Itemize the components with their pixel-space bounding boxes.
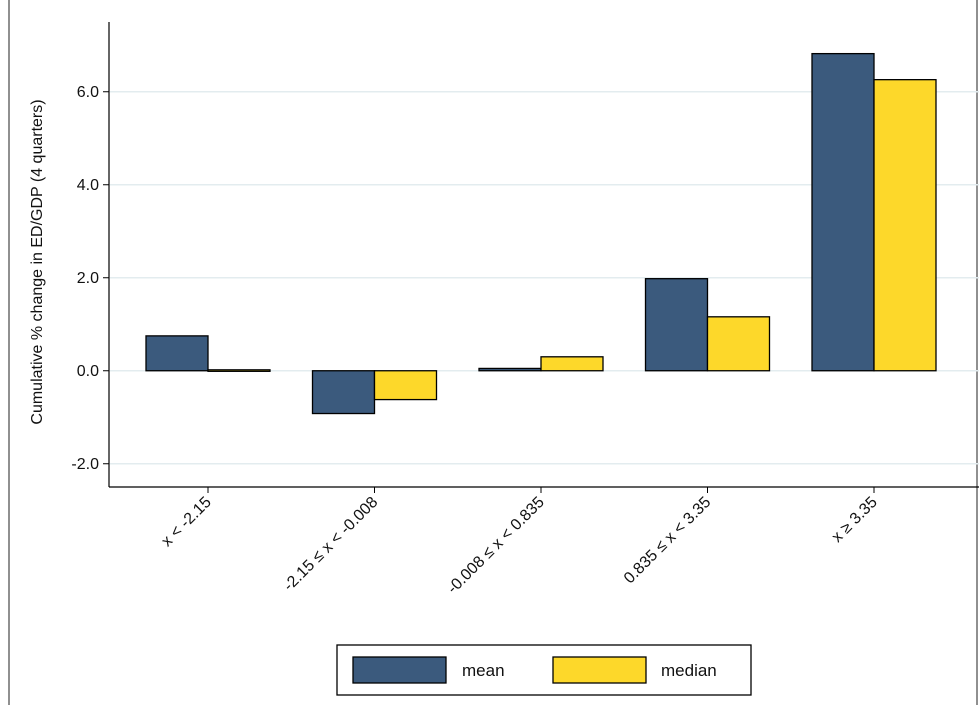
y-tick-label: 4.0 <box>77 177 99 194</box>
y-axis-label: Cumulative % change in ED/GDP (4 quarter… <box>29 99 46 424</box>
legend-label-median: median <box>661 661 717 680</box>
x-tick-label: x < -2.15 <box>158 494 214 550</box>
x-ticks: x < -2.15 -2.15 ≤ x < -0.008 -0.008 ≤ x < … <box>158 487 881 598</box>
bar-mean <box>644 278 709 372</box>
x-tick-label: 0.835 ≤ x < 3.35 <box>621 494 714 587</box>
x-tick-label: x ≥ 3.35 <box>829 494 881 546</box>
bar-mean <box>145 335 209 372</box>
bar-median <box>873 79 937 372</box>
y-tick-label: 2.0 <box>77 270 99 287</box>
y-tick-label: 0.0 <box>77 363 99 380</box>
legend-swatch-median <box>552 656 647 684</box>
bar-mean <box>311 370 376 415</box>
y-tick-label: 6.0 <box>77 84 99 101</box>
x-tick-label: -0.008 ≤ x < 0.835 <box>444 494 548 598</box>
y-tick-label: -2.0 <box>71 456 99 473</box>
bars <box>145 52 937 415</box>
bar-mean <box>478 367 542 372</box>
bar-median <box>706 316 771 372</box>
bar-median <box>207 369 271 372</box>
legend-label-mean: mean <box>462 661 505 680</box>
bar-median <box>540 356 604 372</box>
legend-swatch-mean <box>352 656 447 684</box>
x-tick-label: -2.15 ≤ x < -0.008 <box>280 494 381 595</box>
bar-mean <box>811 52 875 372</box>
legend: mean median <box>336 644 752 696</box>
y-ticks: -2.0 0.0 2.0 4.0 6.0 <box>71 84 109 473</box>
bar-median <box>373 370 438 401</box>
axes <box>108 22 979 488</box>
